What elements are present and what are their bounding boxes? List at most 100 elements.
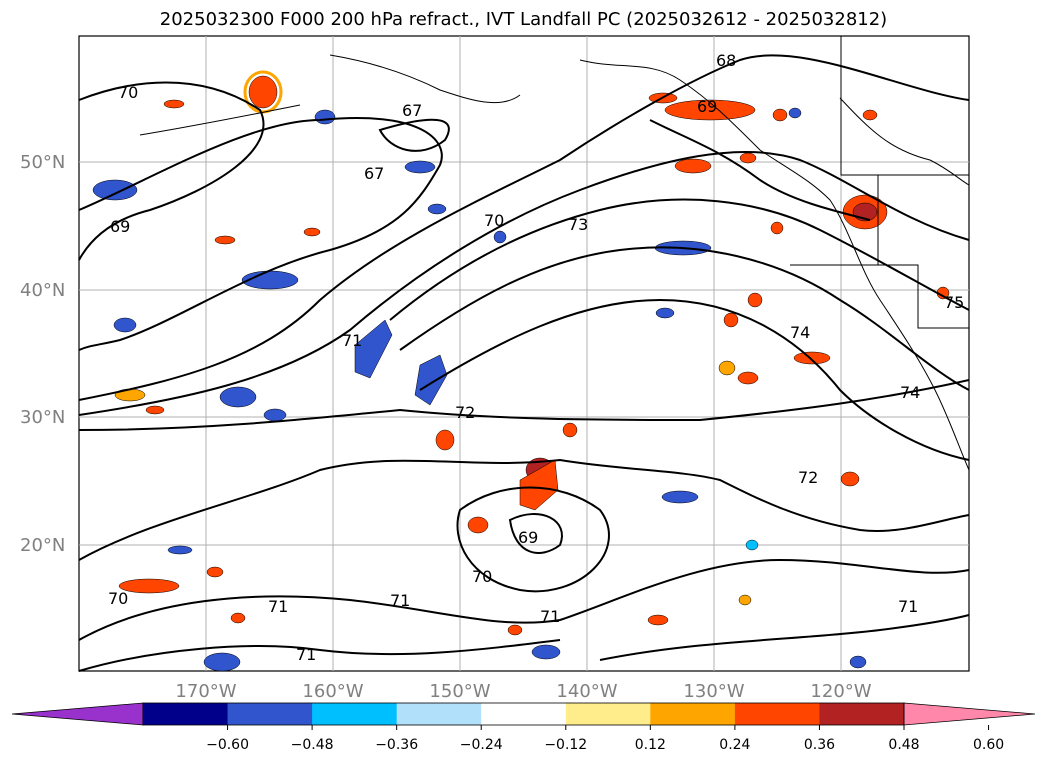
contour-line [649,119,871,221]
aleutian-coast-outline [329,54,521,104]
contour-label: 69 [110,217,130,236]
contour-line [378,118,450,152]
contour-label: 71 [268,597,288,616]
contour-label: 68 [716,51,736,70]
lat-label-20n: 20°N [20,535,65,556]
positive-anomaly [303,227,321,237]
state-border [839,97,970,186]
colorbar-segment [227,703,313,725]
us-state-border [790,264,969,329]
positive-anomaly [723,312,739,328]
contour-label: 75 [944,293,964,312]
contour-label: 71 [390,591,410,610]
contour-label: 72 [455,403,475,422]
contour-label: 74 [790,323,810,342]
contour-line [78,458,970,561]
refractivity-shading [92,70,950,672]
negative-anomaly [427,203,447,215]
positive-anomaly [519,459,559,511]
contour-line [78,639,561,672]
refractivity-contours [78,54,970,672]
lon-label-130w: 130°W [683,681,744,702]
longitude-labels: 170°W 160°W 150°W 140°W 130°W 120°W [175,681,871,702]
colorbar-segments [143,703,905,725]
colorbar-tick-label: −0.24 [460,737,503,753]
contour-label: 71 [342,331,362,350]
lon-label-140w: 140°W [556,681,617,702]
colorbar-tick-label: −0.36 [375,737,418,753]
negative-anomaly [655,307,675,319]
aleutian-islands-outline [139,104,301,136]
positive-anomaly [739,152,757,164]
contour-line [456,486,610,593]
colorbar-segment [650,703,736,725]
colorbar-segment [481,703,567,725]
positive-anomaly [163,99,185,109]
lon-label-120w: 120°W [810,681,871,702]
negative-anomaly [314,109,336,125]
contour-label: 70 [118,83,138,102]
contour-line [78,81,265,261]
positive-anomaly [747,292,763,308]
contour-line [78,379,970,431]
negative-anomaly [404,160,436,174]
contour-label: 70 [472,567,492,586]
lat-label-50n: 50°N [20,152,65,173]
colorbar-segment [819,703,905,725]
positive-anomaly [435,429,455,451]
colorbar-segment [396,703,482,725]
negative-anomaly [113,317,137,333]
negative-anomaly [849,655,867,669]
lon-label-150w: 150°W [429,681,490,702]
negative-anomaly [354,319,393,379]
contour-label: 67 [402,101,422,120]
negative-anomaly [493,230,507,244]
contour-line [78,117,443,351]
positive-anomaly [793,351,831,365]
positive-anomaly [118,578,180,594]
contour-label: 74 [900,383,920,402]
colorbar-segment [312,703,398,725]
canada-us-border [840,36,969,176]
coastlines [139,36,970,471]
negative-anomaly [788,107,802,119]
negative-anomaly [745,539,759,551]
positive-anomaly [230,612,246,624]
negative-anomaly [414,354,448,406]
contour-label: 73 [568,215,588,234]
contour-labels: 70 67 67 69 68 69 70 73 71 74 75 72 74 7… [108,51,964,664]
positive-anomaly [214,235,236,245]
positive-anomaly [738,594,752,606]
positive-anomaly [718,360,736,376]
lat-label-30n: 30°N [20,407,65,428]
negative-anomaly [92,179,138,201]
negative-anomaly [167,545,193,555]
contour-label: 72 [798,468,818,487]
positive-anomaly [562,422,578,438]
negative-anomaly [531,644,561,660]
contour-label: 69 [697,97,717,116]
colorbar-segment [565,703,651,725]
positive-anomaly [248,75,278,109]
positive-anomaly [840,471,860,487]
colorbar-tick-label: 0.48 [888,737,919,753]
contour-label: 69 [518,528,538,547]
contour-line [389,198,970,321]
contour-label: 71 [898,597,918,616]
colorbar-tick-label: −0.60 [206,737,249,753]
colorbar: −0.60 −0.48 −0.36 −0.24 −0.12 0.12 0.24 0.36 0.4… [11,702,1036,753]
negative-anomaly [661,490,699,504]
contour-line [419,298,970,461]
map-title: 2025032300 F000 200 hPa refract., IVT La… [159,9,888,30]
contour-line [399,246,970,391]
colorbar-tick-label: 0.24 [719,737,750,753]
positive-anomaly [647,614,669,626]
positive-anomaly [664,99,756,121]
contour-label: 70 [108,589,128,608]
colorbar-tick-label: −0.12 [544,737,587,753]
colorbar-extend-high [903,702,1036,726]
latitude-labels: 50°N 40°N 30°N 20°N [20,152,65,556]
colorbar-segment [734,703,820,725]
west-coast-outline [579,59,970,471]
